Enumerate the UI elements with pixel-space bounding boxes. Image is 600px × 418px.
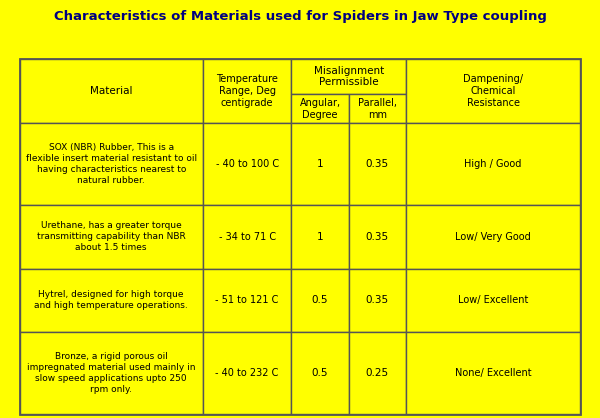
Bar xyxy=(406,205,580,268)
Bar xyxy=(349,269,406,332)
Text: Urethane, has a greater torque
transmitting capability than NBR
about 1.5 times: Urethane, has a greater torque transmitt… xyxy=(37,221,185,252)
Text: 0.35: 0.35 xyxy=(365,296,389,305)
Text: Low/ Very Good: Low/ Very Good xyxy=(455,232,531,242)
Text: Parallel,
mm: Parallel, mm xyxy=(358,98,397,120)
Bar xyxy=(203,123,292,205)
Text: High / Good: High / Good xyxy=(464,159,522,169)
Bar xyxy=(292,59,406,94)
Bar xyxy=(203,59,292,123)
Text: 1: 1 xyxy=(317,159,323,169)
Bar xyxy=(349,205,406,268)
Bar xyxy=(20,205,203,268)
Bar xyxy=(203,332,292,414)
Text: Low/ Excellent: Low/ Excellent xyxy=(458,296,528,305)
Text: Hytrel, designed for high torque
and high temperature operations.: Hytrel, designed for high torque and hig… xyxy=(34,290,188,311)
Bar xyxy=(406,332,580,414)
Bar xyxy=(292,123,349,205)
Text: Angular,
Degree: Angular, Degree xyxy=(299,98,341,120)
Text: Misalignment
Permissible: Misalignment Permissible xyxy=(314,66,384,87)
Text: 0.35: 0.35 xyxy=(365,159,389,169)
Bar xyxy=(292,205,349,268)
Text: - 40 to 232 C: - 40 to 232 C xyxy=(215,368,279,378)
Bar xyxy=(292,94,349,123)
Bar xyxy=(406,123,580,205)
Text: Temperature
Range, Deg
centigrade: Temperature Range, Deg centigrade xyxy=(216,74,278,107)
Text: - 40 to 100 C: - 40 to 100 C xyxy=(215,159,278,169)
Text: 0.35: 0.35 xyxy=(365,232,389,242)
Bar xyxy=(349,332,406,414)
Text: 1: 1 xyxy=(317,232,323,242)
Text: - 34 to 71 C: - 34 to 71 C xyxy=(218,232,275,242)
Bar xyxy=(20,123,203,205)
Bar xyxy=(406,269,580,332)
Bar xyxy=(349,123,406,205)
Bar xyxy=(20,269,203,332)
Text: 0.5: 0.5 xyxy=(312,296,328,305)
Bar xyxy=(406,59,580,123)
Text: 0.25: 0.25 xyxy=(365,368,389,378)
Bar xyxy=(203,205,292,268)
Text: Characteristics of Materials used for Spiders in Jaw Type coupling: Characteristics of Materials used for Sp… xyxy=(53,10,547,23)
Text: Material: Material xyxy=(90,86,133,96)
Text: SOX (NBR) Rubber, This is a
flexible insert material resistant to oil
having cha: SOX (NBR) Rubber, This is a flexible ins… xyxy=(26,143,197,185)
Bar xyxy=(292,269,349,332)
Text: Dampening/
Chemical
Resistance: Dampening/ Chemical Resistance xyxy=(463,74,523,107)
Text: 0.5: 0.5 xyxy=(312,368,328,378)
Bar xyxy=(20,332,203,414)
Text: - 51 to 121 C: - 51 to 121 C xyxy=(215,296,279,305)
Bar xyxy=(20,59,580,414)
Bar xyxy=(203,269,292,332)
Bar xyxy=(20,59,203,123)
Bar xyxy=(349,94,406,123)
Text: Bronze, a rigid porous oil
impregnated material used mainly in
slow speed applic: Bronze, a rigid porous oil impregnated m… xyxy=(27,352,196,394)
Text: None/ Excellent: None/ Excellent xyxy=(455,368,532,378)
Bar xyxy=(292,332,349,414)
